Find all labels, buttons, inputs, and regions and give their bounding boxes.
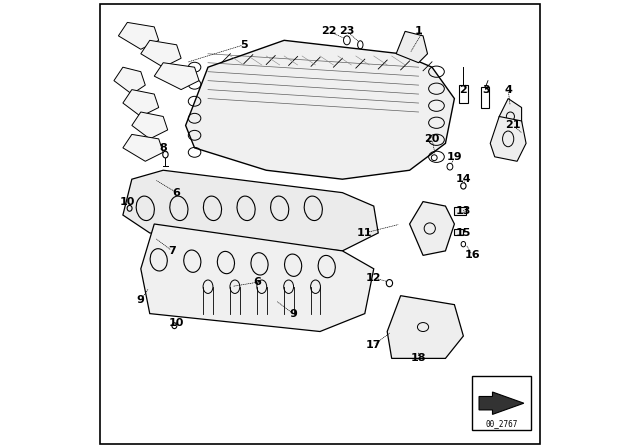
Bar xyxy=(481,87,490,108)
Bar xyxy=(454,229,463,235)
Polygon shape xyxy=(479,392,524,414)
Text: 22: 22 xyxy=(321,26,337,36)
Polygon shape xyxy=(186,40,454,179)
Text: 9: 9 xyxy=(289,309,297,319)
Text: 16: 16 xyxy=(465,250,480,260)
Text: 6: 6 xyxy=(253,277,261,287)
Text: 7: 7 xyxy=(168,246,176,256)
Polygon shape xyxy=(118,22,159,49)
Text: 10: 10 xyxy=(169,318,184,327)
Bar xyxy=(459,85,468,103)
Polygon shape xyxy=(123,170,378,251)
Polygon shape xyxy=(396,31,428,63)
Polygon shape xyxy=(154,63,199,90)
Text: 10: 10 xyxy=(120,197,135,207)
Polygon shape xyxy=(123,90,159,116)
Polygon shape xyxy=(114,67,145,94)
Text: 11: 11 xyxy=(357,228,372,238)
Polygon shape xyxy=(132,112,168,139)
Polygon shape xyxy=(490,116,526,161)
Text: 6: 6 xyxy=(173,188,180,198)
Text: 14: 14 xyxy=(456,174,471,184)
Text: 5: 5 xyxy=(240,40,248,50)
Text: 00_2767: 00_2767 xyxy=(485,419,518,428)
Polygon shape xyxy=(499,99,522,134)
Polygon shape xyxy=(141,224,374,332)
Text: 13: 13 xyxy=(456,206,471,215)
Text: 1: 1 xyxy=(415,26,422,36)
Text: 20: 20 xyxy=(424,134,440,144)
Polygon shape xyxy=(123,134,163,161)
Text: 12: 12 xyxy=(366,273,381,283)
Text: 18: 18 xyxy=(411,353,426,363)
Text: 21: 21 xyxy=(505,121,520,130)
Polygon shape xyxy=(410,202,454,255)
Bar xyxy=(472,376,531,430)
Text: 15: 15 xyxy=(456,228,471,238)
Polygon shape xyxy=(141,40,181,67)
Text: 2: 2 xyxy=(460,85,467,95)
Bar xyxy=(454,207,466,215)
Text: 4: 4 xyxy=(504,85,512,95)
Polygon shape xyxy=(387,296,463,358)
Text: 3: 3 xyxy=(482,85,490,95)
Text: 9: 9 xyxy=(137,295,145,305)
Text: 17: 17 xyxy=(366,340,381,350)
Text: 19: 19 xyxy=(447,152,462,162)
Text: 23: 23 xyxy=(339,26,355,36)
Text: 8: 8 xyxy=(159,143,167,153)
